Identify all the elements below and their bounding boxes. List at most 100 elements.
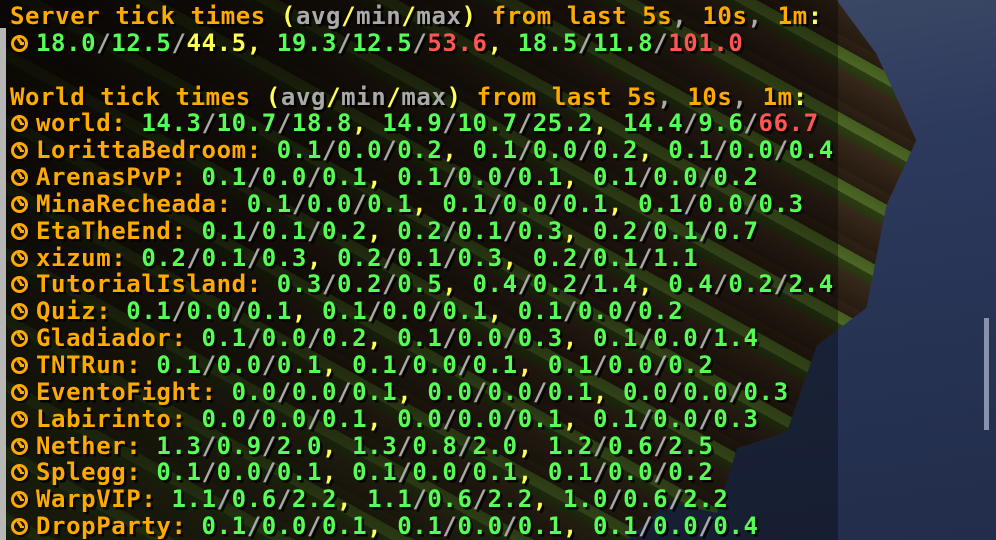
tick-value: 0.1 — [201, 512, 247, 540]
tick-value: 0.1 — [442, 297, 488, 326]
header-segment: 1m — [762, 82, 793, 111]
tick-value: 0.1 — [517, 297, 563, 326]
slash-separator: / — [442, 404, 458, 433]
tick-value: 0.2 — [592, 216, 639, 245]
world-tick-row-Nether: Nether: 1.3/0.9/2.0, 1.3/0.8/2.0, 1.2/0.… — [10, 431, 996, 460]
slash-separator: / — [201, 458, 217, 487]
tick-value: 0.7 — [713, 216, 759, 245]
header-segment: ( — [280, 2, 296, 30]
slash-separator: / — [592, 350, 609, 379]
chat-background-overlay — [0, 0, 838, 540]
slash-separator: / — [577, 136, 593, 165]
slash-separator: / — [427, 297, 443, 326]
tick-value: 0.1 — [397, 512, 443, 540]
tick-value: 0.2 — [728, 270, 774, 299]
clock-icon — [11, 249, 28, 267]
tick-value: 0.0 — [698, 189, 744, 218]
comma-separator: , — [638, 270, 669, 299]
header-segment: min — [341, 82, 387, 111]
clock-icon — [11, 303, 28, 321]
slash-separator: / — [683, 189, 699, 218]
tick-value: 0.1 — [668, 136, 714, 165]
tick-value: 0.3 — [743, 377, 789, 406]
tick-value: 0.0 — [216, 458, 262, 487]
tick-value: 0.0 — [412, 458, 458, 487]
tick-value: 0.1 — [352, 377, 398, 406]
header-segment: 1m — [777, 2, 808, 30]
slash-separator: / — [382, 243, 398, 272]
clock-icon — [11, 222, 28, 240]
tick-value: 0.2 — [397, 216, 443, 245]
world-tick-row-Quiz: Quiz: 0.1/0.0/0.1, 0.1/0.0/0.1, 0.1/0.0/… — [10, 298, 996, 325]
tick-value: 0.1 — [276, 458, 322, 487]
comma-separator: , — [638, 136, 669, 165]
tick-value: 0.1 — [592, 512, 639, 540]
slash-separator: / — [728, 377, 744, 406]
slash-separator: / — [246, 324, 262, 353]
slash-separator: / — [382, 270, 398, 299]
slash-separator: / — [246, 512, 262, 540]
comma-separator: , — [517, 350, 548, 379]
slash-separator: / — [382, 136, 398, 165]
slash-separator: / — [96, 28, 112, 57]
tick-value: 0.1 — [547, 458, 593, 487]
tick-value: 0.2 — [321, 216, 368, 245]
world-name: TutorialIsland: — [36, 270, 277, 299]
clock-icon — [11, 169, 28, 187]
comma-separator: , — [562, 216, 593, 245]
slash-separator: / — [457, 431, 473, 460]
tick-value: 0.0 — [427, 377, 473, 406]
header-segment: 10s — [687, 82, 733, 111]
header-segment: from last — [461, 82, 628, 111]
slash-separator: / — [472, 377, 488, 406]
tick-value: 0.2 — [638, 297, 684, 326]
clock-icon — [11, 330, 28, 348]
comma-separator: , — [306, 243, 338, 272]
tick-value: 0.1 — [517, 163, 563, 192]
tick-value: 14.3 — [141, 109, 202, 138]
slash-separator: / — [412, 485, 428, 514]
tick-value: 0.2 — [668, 350, 714, 379]
slash-separator: / — [743, 109, 759, 138]
header-segment: ) — [461, 2, 477, 30]
tick-value: 0.1 — [246, 297, 292, 326]
tick-value: 1.1 — [653, 243, 699, 272]
slash-separator: / — [246, 216, 262, 245]
world-name: WarpVIP: — [36, 485, 172, 514]
tick-value: 0.0 — [457, 324, 503, 353]
tick-value: 0.0 — [261, 324, 307, 353]
tick-value: 0.4 — [713, 512, 759, 540]
slash-separator: / — [502, 324, 518, 353]
comma-separator: , — [367, 163, 398, 192]
tick-value: 0.0 — [608, 458, 654, 487]
clock-icon — [11, 276, 28, 294]
chat-scrollbar[interactable] — [0, 28, 6, 540]
slash-separator: / — [186, 243, 202, 272]
tick-value: 10.7 — [457, 109, 518, 138]
slash-separator: / — [592, 431, 609, 460]
slash-separator: / — [773, 136, 789, 165]
slash-separator: / — [246, 163, 262, 192]
tick-value: 0.2 — [668, 458, 714, 487]
slash-separator: / — [698, 404, 714, 433]
comma-separator: , — [442, 270, 473, 299]
tick-value: 0.2 — [713, 163, 759, 192]
tick-value: 0.2 — [592, 136, 639, 165]
slash-separator: / — [442, 109, 458, 138]
world-tick-row-TNTRun: TNTRun: 0.1/0.0/0.1, 0.1/0.0/0.1, 0.1/0.… — [10, 352, 996, 379]
tick-value: 0.2 — [532, 270, 578, 299]
tick-value: 0.2 — [337, 243, 383, 272]
tick-value: 0.1 — [246, 189, 292, 218]
comma-separator: , — [367, 324, 398, 353]
slash-separator: / — [261, 431, 277, 460]
slash-separator: / — [502, 512, 518, 540]
slash-separator: / — [638, 404, 654, 433]
tick-value: 0.1 — [562, 189, 608, 218]
tick-value: 2.5 — [668, 431, 714, 460]
tick-value: 1.4 — [713, 324, 759, 353]
tick-value: 0.0 — [577, 297, 624, 326]
slash-separator: / — [276, 485, 292, 514]
tick-value: 0.0 — [653, 404, 699, 433]
slash-separator: / — [306, 216, 322, 245]
